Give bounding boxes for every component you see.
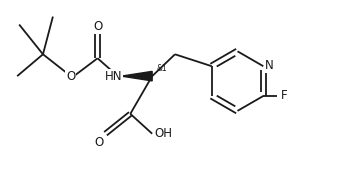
Text: O: O [66,70,75,83]
Text: O: O [93,20,102,33]
Text: O: O [94,136,103,149]
Text: OH: OH [154,127,172,140]
Text: N: N [265,59,274,72]
Text: &1: &1 [156,64,167,73]
Polygon shape [121,71,152,81]
Text: HN: HN [105,70,122,83]
Text: F: F [281,89,288,102]
